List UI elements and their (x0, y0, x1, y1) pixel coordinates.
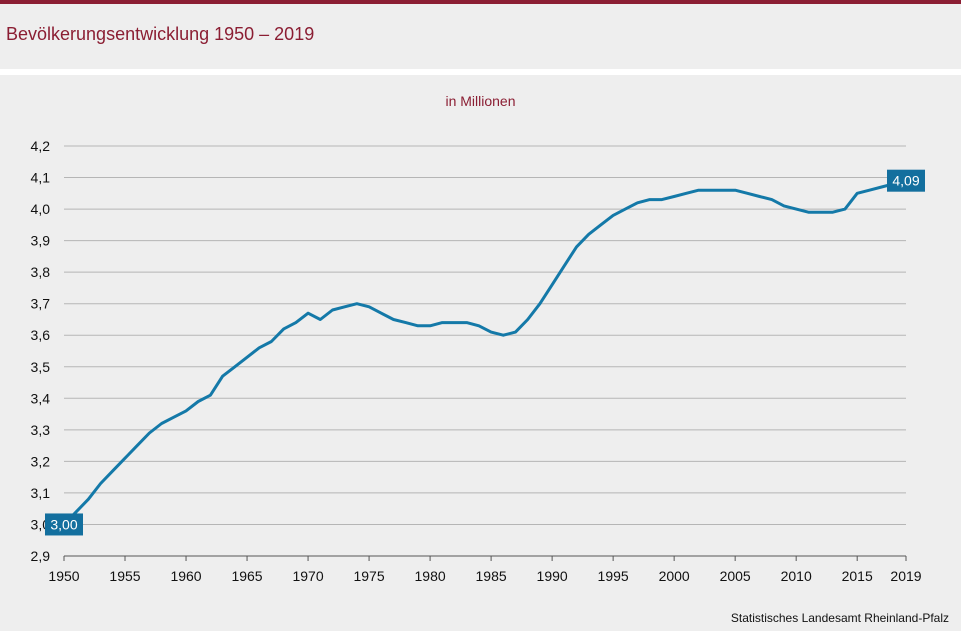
y-tick-label: 3,8 (31, 264, 51, 280)
x-tick-label: 1980 (415, 568, 446, 584)
x-tick-label: 1990 (537, 568, 568, 584)
x-tick-label: 2010 (781, 568, 812, 584)
x-tick-label: 1970 (292, 568, 323, 584)
source-note: Statistisches Landesamt Rheinland-Pfalz (730, 611, 949, 625)
chart-unit-label: in Millionen (445, 93, 516, 109)
y-tick-label: 3,1 (31, 485, 51, 501)
x-tick-label: 1975 (353, 568, 384, 584)
x-tick-label: 1985 (476, 568, 507, 584)
x-tick-label: 1955 (109, 568, 140, 584)
value-label-box (45, 513, 83, 536)
x-axis-ticks: 1950 1955 1960 1965 1970 1975 1980 1985 1990 1995… (48, 556, 922, 584)
x-tick-label: 1995 (598, 568, 629, 584)
value-label: 4,09 (892, 173, 919, 189)
y-tick-label: 3,2 (31, 453, 51, 469)
y-tick-label: 4,1 (31, 170, 51, 186)
y-axis-ticks: 2,93,03,13,23,33,43,53,63,73,83,94,04,14… (31, 138, 51, 564)
y-tick-label: 3,5 (31, 359, 51, 375)
y-tick-label: 3,4 (31, 390, 51, 406)
population-series-line (62, 179, 908, 526)
top-accent-bar (0, 0, 961, 4)
page-title: Bevölkerungsentwicklung 1950 – 2019 (6, 24, 315, 44)
x-tick-label: 2005 (720, 568, 751, 584)
x-tick-label: 2019 (890, 568, 921, 584)
x-tick-label: 1950 (48, 568, 79, 584)
value-label: 3,00 (50, 516, 77, 532)
y-tick-label: 4,2 (31, 138, 51, 154)
y-tick-label: 3,9 (31, 233, 51, 249)
chart-gridlines (64, 145, 906, 525)
header-divider (0, 69, 961, 75)
x-tick-label: 2000 (659, 568, 690, 584)
y-tick-label: 4,0 (31, 201, 51, 217)
x-tick-label: 1965 (231, 568, 262, 584)
y-tick-label: 2,9 (31, 548, 51, 564)
y-tick-label: 3,3 (31, 422, 51, 438)
value-label-box (887, 169, 925, 192)
value-annotations: 3,00 4,09 (45, 169, 925, 536)
x-tick-label: 1960 (170, 568, 201, 584)
y-tick-label: 3,6 (31, 327, 51, 343)
x-tick-label: 2015 (842, 568, 873, 584)
y-tick-label: 3,7 (31, 296, 51, 312)
